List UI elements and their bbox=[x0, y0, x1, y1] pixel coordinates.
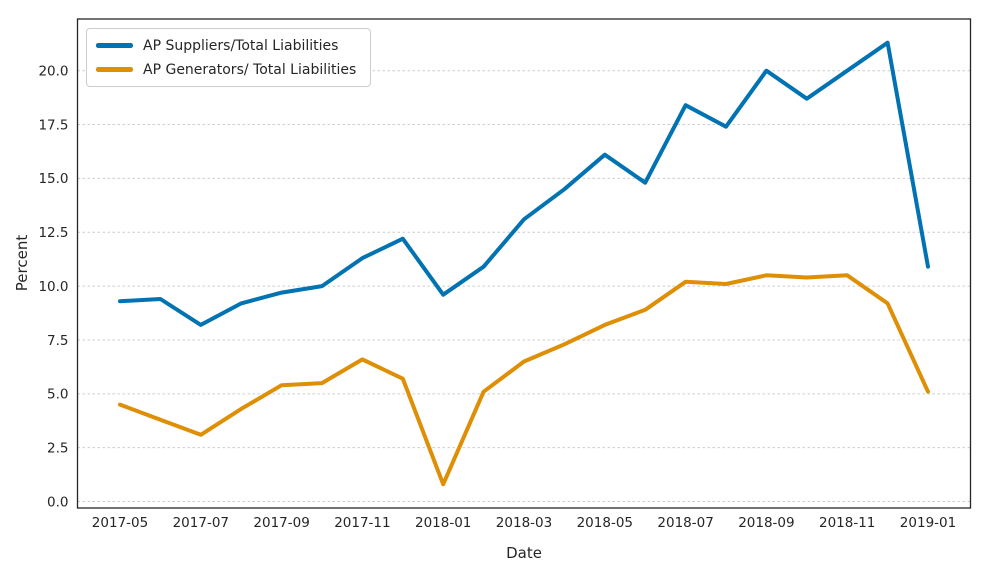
y-tick-2.5: 2.5 bbox=[47, 440, 68, 456]
legend: AP Suppliers/Total Liabilities AP Genera… bbox=[86, 28, 372, 87]
legend-label-suppliers: AP Suppliers/Total Liabilities bbox=[143, 37, 339, 54]
y-tick-10.0: 10.0 bbox=[38, 279, 68, 295]
x-tick-2019-01: 2019-01 bbox=[900, 515, 956, 531]
x-tick-2018-09: 2018-09 bbox=[738, 515, 794, 531]
legend-label-generators: AP Generators/ Total Liabilities bbox=[143, 61, 357, 78]
y-tick-7.5: 7.5 bbox=[47, 333, 68, 349]
series-line-1 bbox=[118, 273, 930, 487]
y-tick-5.0: 5.0 bbox=[47, 387, 68, 403]
series-line-0 bbox=[118, 40, 930, 327]
x-axis-title: Date bbox=[506, 544, 542, 562]
y-tick-15.0: 15.0 bbox=[38, 171, 68, 187]
x-tick-2018-05: 2018-05 bbox=[577, 515, 633, 531]
legend-item-generators: AP Generators/ Total Liabilities bbox=[96, 60, 356, 79]
y-tick-0.0: 0.0 bbox=[47, 494, 68, 510]
y-tick-20.0: 20.0 bbox=[38, 64, 68, 80]
x-tick-2017-09: 2017-09 bbox=[253, 515, 309, 531]
legend-item-suppliers: AP Suppliers/Total Liabilities bbox=[96, 36, 356, 55]
y-tick-17.5: 17.5 bbox=[38, 117, 68, 133]
axes-spines bbox=[76, 18, 972, 509]
legend-swatch-suppliers-line-icon bbox=[96, 43, 133, 48]
x-tick-2018-01: 2018-01 bbox=[415, 515, 471, 531]
x-tick-2017-05: 2017-05 bbox=[92, 515, 148, 531]
y-tick-12.5: 12.5 bbox=[38, 225, 68, 241]
legend-swatch-generators-line-icon bbox=[96, 67, 133, 72]
x-tick-2018-03: 2018-03 bbox=[496, 515, 552, 531]
x-tick-2018-11: 2018-11 bbox=[819, 515, 875, 531]
x-tick-2017-07: 2017-07 bbox=[173, 515, 229, 531]
x-tick-2018-07: 2018-07 bbox=[657, 515, 713, 531]
y-axis-title: Percent bbox=[13, 234, 31, 292]
x-tick-2017-11: 2017-11 bbox=[334, 515, 390, 531]
